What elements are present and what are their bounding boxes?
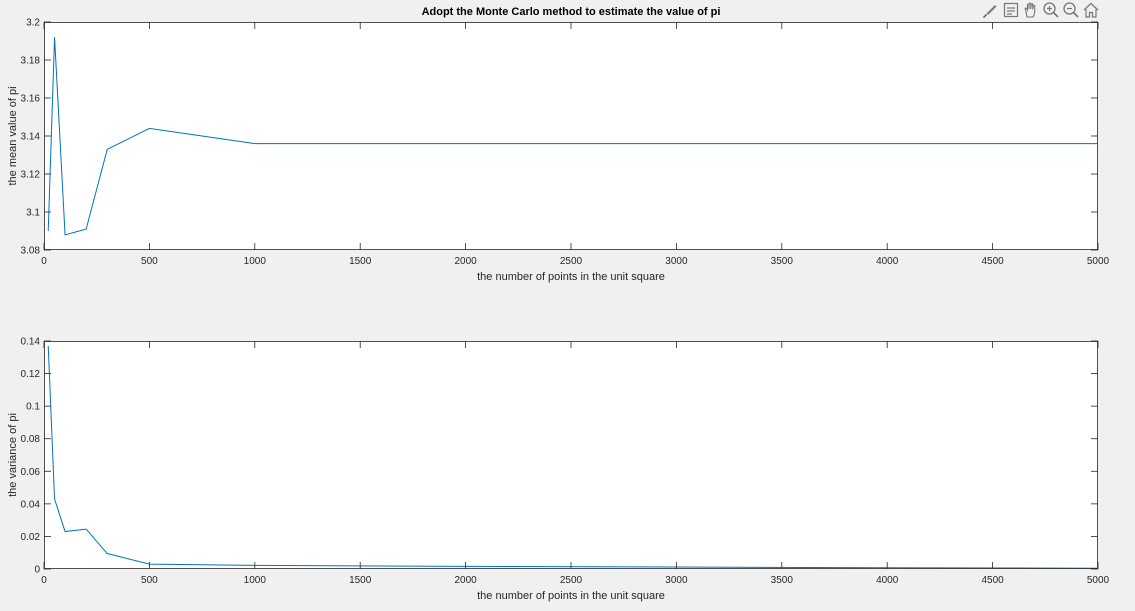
mean-plot-axes: 0 500 1000 1500 2000 2500 3000 3500 4000 4500 5000… (7, 6, 1110, 283)
variance-x-tick-label: 5000 (1087, 575, 1110, 586)
mean-x-tick-label: 1500 (349, 256, 372, 267)
zoom-out-icon[interactable] (1061, 0, 1081, 20)
mean-x-tick-label: 3000 (665, 256, 688, 267)
variance-y-tick-label: 0.14 (21, 337, 41, 348)
variance-x-tick-label: 4000 (876, 575, 899, 586)
mean-y-tick-label: 3.1 (26, 208, 40, 219)
variance-y-tick-label: 0.12 (21, 369, 41, 380)
mean-chart-title: Adopt the Monte Carlo method to estimate… (422, 6, 721, 18)
variance-x-tick-label: 1500 (349, 575, 372, 586)
variance-x-axis-label: the number of points in the unit square (477, 590, 665, 602)
variance-plot-axes: 0 500 1000 1500 2000 2500 3000 3500 4000 4500 5000… (7, 337, 1110, 603)
axes-toolbar (980, 0, 1100, 22)
mean-y-axis-label: the mean value of pi (7, 86, 19, 185)
mean-y-tick-label: 3.18 (21, 56, 41, 67)
mean-y-tick-label: 3.2 (26, 18, 40, 29)
mean-x-tick-label: 2000 (454, 256, 477, 267)
mean-y-tick-label: 3.16 (21, 94, 41, 105)
variance-x-tick-label: 500 (141, 575, 158, 586)
brush-icon[interactable] (980, 0, 1000, 20)
mean-x-tick-label: 2500 (560, 256, 583, 267)
zoom-in-icon[interactable] (1041, 0, 1061, 20)
home-icon[interactable] (1081, 0, 1101, 20)
variance-y-tick-label: 0.02 (21, 532, 41, 543)
variance-y-tick-label: 0.08 (21, 434, 41, 445)
variance-x-tick-label: 3000 (665, 575, 688, 586)
mean-y-tick-label: 3.12 (21, 170, 41, 181)
variance-x-tick-label: 3500 (771, 575, 794, 586)
variance-y-axis-label: the variance of pi (7, 413, 19, 497)
variance-y-tick-label: 0 (34, 565, 40, 576)
mean-series-line (47, 37, 1098, 236)
variance-x-tick-label: 1000 (244, 575, 267, 586)
mean-x-tick-label: 4500 (981, 256, 1004, 267)
variance-x-tick-label: 2500 (560, 575, 583, 586)
variance-x-tick-label: 4500 (981, 575, 1004, 586)
variance-y-tick-label: 0.1 (26, 402, 40, 413)
mean-plot-area (44, 22, 1098, 250)
mean-x-tick-label: 5000 (1087, 256, 1110, 267)
variance-x-tick-label: 0 (41, 575, 47, 586)
variance-x-tick-label: 2000 (454, 575, 477, 586)
mean-x-tick-label: 4000 (876, 256, 899, 267)
mean-y-tick-label: 3.08 (21, 246, 41, 257)
variance-y-tick-label: 0.06 (21, 467, 41, 478)
mean-x-axis-label: the number of points in the unit square (477, 271, 665, 283)
mean-x-tick-label: 0 (41, 256, 47, 267)
variance-plot-area (44, 341, 1098, 569)
mean-x-tick-label: 1000 (244, 256, 267, 267)
pan-hand-icon[interactable] (1021, 0, 1041, 20)
mean-y-tick-label: 3.14 (21, 132, 41, 143)
mean-x-tick-label: 3500 (771, 256, 794, 267)
mean-x-tick-label: 500 (141, 256, 158, 267)
variance-y-tick-label: 0.04 (21, 499, 41, 510)
data-tip-icon[interactable] (1001, 0, 1021, 20)
